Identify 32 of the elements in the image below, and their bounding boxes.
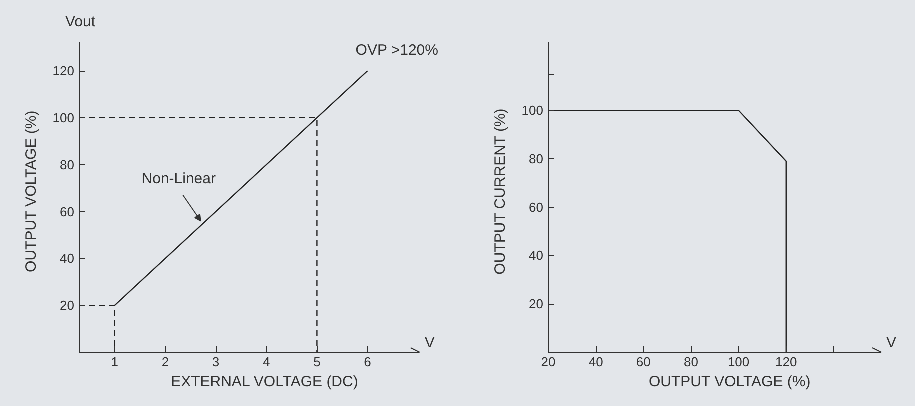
- x-tick-label: 2: [162, 354, 170, 370]
- y-tick-label: 100: [522, 103, 544, 118]
- y-tick-label: 60: [60, 204, 75, 220]
- y-tick-label: 20: [60, 298, 75, 314]
- x-axis-title: OUTPUT VOLTAGE (%): [649, 374, 811, 390]
- y-axis-title: OUTPUT CURRENT (%): [492, 108, 509, 275]
- y-tick-label: 80: [529, 151, 544, 166]
- x-tick-label: 120: [776, 354, 798, 370]
- x-tick-label: 20: [541, 354, 556, 370]
- y-tick-label: 60: [529, 200, 544, 215]
- x-axis-title: EXTERNAL VOLTAGE (DC): [171, 374, 358, 390]
- y-axis-title: OUTPUT VOLTAGE (%): [22, 110, 40, 272]
- text: Vout: [66, 14, 96, 30]
- y-tick-label: 100: [52, 110, 75, 126]
- x-tick-label: 6: [364, 354, 372, 370]
- text: V: [886, 334, 897, 352]
- x-tick-label: 4: [263, 354, 270, 370]
- x-tick-label: 100: [728, 354, 750, 370]
- y-tick-label: 120: [52, 64, 75, 79]
- y-tick-label: 20: [529, 296, 544, 312]
- y-tick-label: 40: [529, 248, 544, 264]
- text: V: [424, 334, 435, 352]
- annotation: Non-Linear: [142, 170, 216, 188]
- y-tick-label: 40: [60, 251, 75, 266]
- x-tick-label: 40: [588, 354, 604, 370]
- x-tick-label: 1: [111, 354, 119, 370]
- x-tick-label: 5: [314, 354, 321, 370]
- x-tick-label: 60: [636, 354, 651, 370]
- x-tick-label: 3: [212, 354, 220, 370]
- annotation: OVP >120%: [356, 42, 438, 60]
- x-tick-label: 80: [684, 354, 698, 370]
- y-tick-label: 80: [60, 157, 75, 172]
